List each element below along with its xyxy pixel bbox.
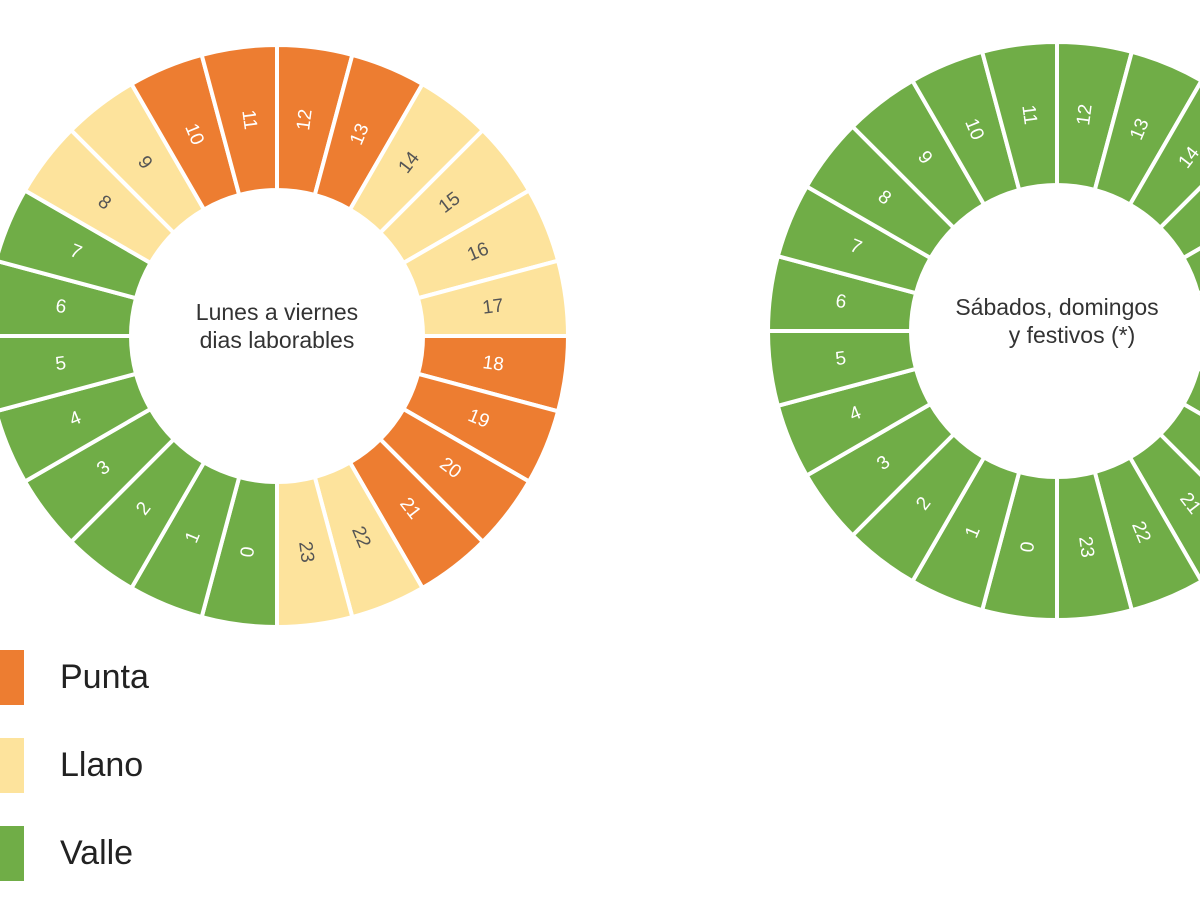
hour-label: 23 [294, 540, 318, 564]
hour-label: 12 [293, 108, 317, 132]
center-label: Lunes a viernes [196, 299, 358, 325]
legend-swatch [0, 738, 24, 793]
hour-segment [1127, 431, 1200, 583]
hour-label: 23 [1074, 535, 1098, 559]
hour-label: 12 [1073, 103, 1097, 127]
hour-label: 5 [834, 348, 847, 370]
hour-segment [1127, 79, 1200, 231]
hour-label: 18 [481, 352, 505, 376]
hour-label: 17 [481, 295, 505, 319]
wheel: 01234567891011121314151617181920212223Sá… [765, 39, 1200, 623]
hour-segment [1092, 49, 1200, 208]
legend-swatch [0, 650, 24, 705]
hour-label: 6 [54, 296, 67, 318]
hour-segment [1180, 246, 1200, 296]
hour-segment [1157, 401, 1200, 477]
center-label: y festivos (*) [1009, 322, 1136, 348]
legend-swatch [0, 826, 24, 881]
hour-segment [0, 334, 139, 413]
legend-label: Llano [60, 746, 143, 784]
hour-label: 0 [237, 545, 259, 558]
hour-label: 0 [1017, 540, 1039, 553]
hour-segment [275, 474, 355, 630]
hour-segment [0, 259, 139, 338]
hour-label: 11 [1017, 104, 1040, 126]
center-label: dias laborables [200, 327, 355, 353]
hour-segment [1157, 185, 1200, 261]
hour-label: 5 [54, 353, 67, 375]
hour-label: 11 [237, 109, 260, 131]
hour-segment [1180, 366, 1200, 416]
center-label: Sábados, domingos [955, 294, 1158, 320]
legend-label: Valle [60, 834, 133, 872]
hour-label: 6 [834, 291, 847, 313]
legend-label: Punta [60, 658, 149, 696]
hour-segment [1055, 469, 1135, 623]
